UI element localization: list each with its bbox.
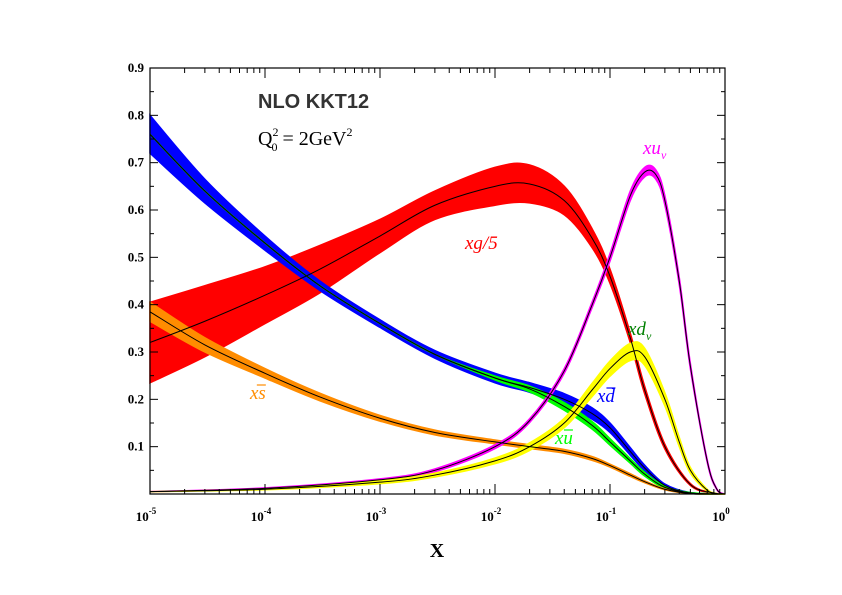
series-label-text: xd (596, 386, 615, 407)
x-axis-title: X (430, 540, 445, 562)
x-tick-label: 10-4 (251, 506, 272, 524)
subtitle-rest: = 2GeV (277, 128, 347, 150)
y-tick-label: 0.7 (128, 155, 145, 170)
subtitle-rest-sup: 2 (347, 125, 353, 139)
series-label-2: xu (554, 428, 573, 449)
curve-5 (149, 350, 726, 495)
x-tick-base: 10 (712, 509, 725, 524)
central-curves (149, 133, 726, 495)
subtitle-q-sub: 0 (271, 140, 277, 154)
series-label-main: xd (596, 386, 615, 407)
series-label-text: xg/5 (464, 233, 498, 254)
series-label-5: xdv (627, 319, 652, 343)
uncertainty-bands (149, 113, 726, 495)
x-tick-base: 10 (366, 509, 379, 524)
x-tick-label: 100 (712, 506, 730, 524)
y-tick-label: 0.9 (128, 60, 145, 75)
curve-2 (149, 133, 726, 495)
series-label-sub: v (661, 148, 667, 162)
series-label-main: xs (249, 383, 266, 404)
x-tick-label: 10-3 (366, 506, 387, 524)
y-tick-label: 0.4 (128, 297, 145, 312)
x-tick-label: 10-5 (136, 506, 157, 524)
series-label-sub: v (646, 329, 652, 343)
x-tick-exponent: -4 (264, 506, 272, 516)
series-label-text: xdv (627, 319, 652, 343)
subtitle-q: Q (258, 128, 273, 150)
curve-0 (149, 182, 726, 495)
chart-title: NLO KKT12 (258, 91, 369, 113)
series-label-1: xd (596, 386, 616, 407)
y-tick-label: 0.1 (128, 439, 144, 454)
axes (149, 67, 726, 495)
series-label-text: xu (554, 428, 573, 449)
x-tick-exponent: 0 (725, 506, 730, 516)
series-label-main: xu (642, 138, 661, 159)
x-tick-base: 10 (481, 509, 494, 524)
series-label-0: xg/5 (464, 233, 498, 254)
subtitle-q-sup: 2 (272, 125, 278, 139)
curve-4 (149, 169, 726, 495)
series-label-text: xuv (642, 138, 667, 162)
series-label-main: xu (554, 428, 573, 449)
x-tick-base: 10 (136, 509, 149, 524)
x-tick-exponent: -5 (149, 506, 157, 516)
x-tick-exponent: -1 (609, 506, 617, 516)
y-tick-label: 0.6 (128, 202, 145, 217)
series-label-main: xg/5 (464, 233, 498, 254)
series-label-4: xuv (642, 138, 667, 162)
x-tick-base: 10 (251, 509, 264, 524)
x-tick-exponent: -2 (494, 506, 502, 516)
y-tick-label: 0.2 (128, 391, 144, 406)
series-label-3: xs (249, 383, 266, 404)
x-tick-label: 10-1 (596, 506, 617, 524)
curve-3 (149, 311, 726, 495)
series-label-text: xs (249, 383, 266, 404)
y-tick-label: 0.5 (128, 249, 145, 264)
x-tick-base: 10 (596, 509, 609, 524)
series-label-main: xd (627, 319, 646, 340)
tick-labels: 0.10.20.30.40.50.60.70.80.910-5 10-4 10-3 1… (128, 60, 731, 524)
x-tick-label: 10-2 (481, 506, 502, 524)
x-tick-exponent: -3 (379, 506, 387, 516)
y-tick-label: 0.3 (128, 344, 145, 359)
y-tick-label: 0.8 (128, 107, 145, 122)
chart-subtitle: Q2 0 = 2GeV2 (258, 125, 353, 154)
